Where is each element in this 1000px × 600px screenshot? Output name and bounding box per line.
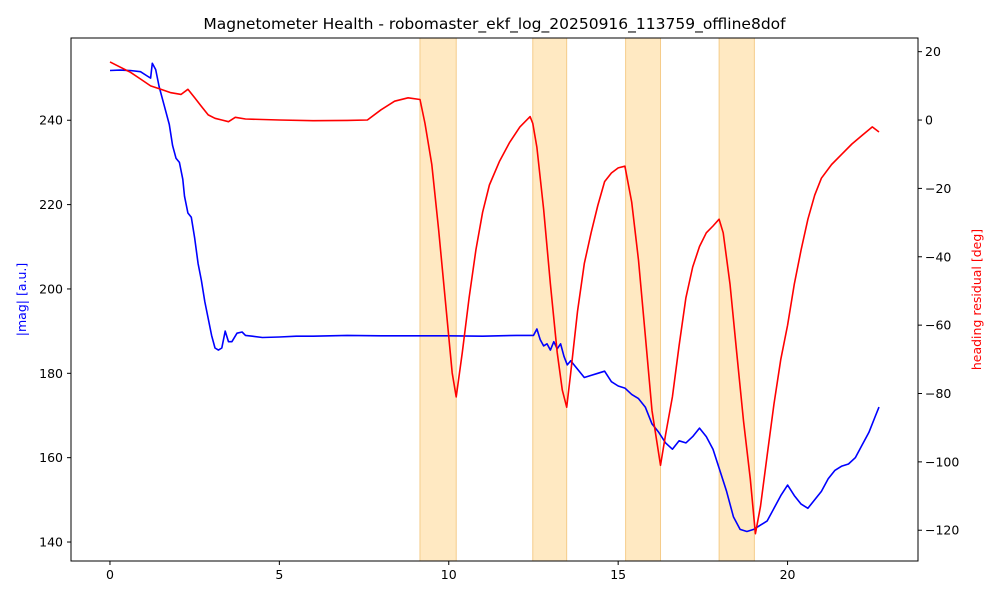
y-right-tick-label: −20: [925, 181, 951, 196]
y-right-tick-label: −80: [925, 386, 951, 401]
shaded-intervals: [419, 37, 755, 562]
x-axis: 0 5 10 15 20: [106, 561, 796, 582]
mag-line: [109, 62, 880, 533]
x-tick-label: 0: [106, 567, 114, 582]
y-axis-right: 20 0 −20 −40 −60 −80 −100 −120: [918, 44, 959, 538]
x-tick-label: 5: [275, 567, 283, 582]
y-left-tick-label: 140: [39, 535, 63, 550]
series-lines: [109, 61, 880, 535]
chart-title: Magnetometer Health - robomaster_ekf_log…: [203, 15, 786, 34]
x-tick-label: 20: [780, 567, 796, 582]
y-axis-left: 140 160 180 200 220 240: [39, 113, 71, 550]
y-axis-left-label: |mag| [a.u.]: [14, 263, 29, 336]
x-tick-label: 10: [441, 567, 457, 582]
y-right-tick-label: 0: [925, 113, 933, 128]
y-left-tick-label: 160: [39, 450, 63, 465]
y-right-tick-label: −40: [925, 249, 951, 264]
shaded-interval-3: [625, 37, 662, 562]
shaded-interval-2: [532, 37, 568, 562]
y-right-tick-label: −120: [925, 523, 959, 538]
plot-frame: [70, 37, 919, 562]
y-left-tick-label: 200: [39, 281, 63, 296]
x-tick-label: 15: [610, 567, 626, 582]
y-left-tick-label: 220: [39, 197, 63, 212]
y-left-tick-label: 240: [39, 113, 63, 128]
shaded-interval-4: [718, 37, 755, 562]
heading-residual-line: [109, 61, 880, 535]
y-right-tick-label: −60: [925, 318, 951, 333]
shaded-interval-1: [419, 37, 457, 562]
y-left-tick-label: 180: [39, 366, 63, 381]
y-right-tick-label: 20: [925, 44, 941, 59]
y-axis-right-label: heading residual [deg]: [969, 229, 984, 370]
y-right-tick-label: −100: [925, 454, 959, 469]
